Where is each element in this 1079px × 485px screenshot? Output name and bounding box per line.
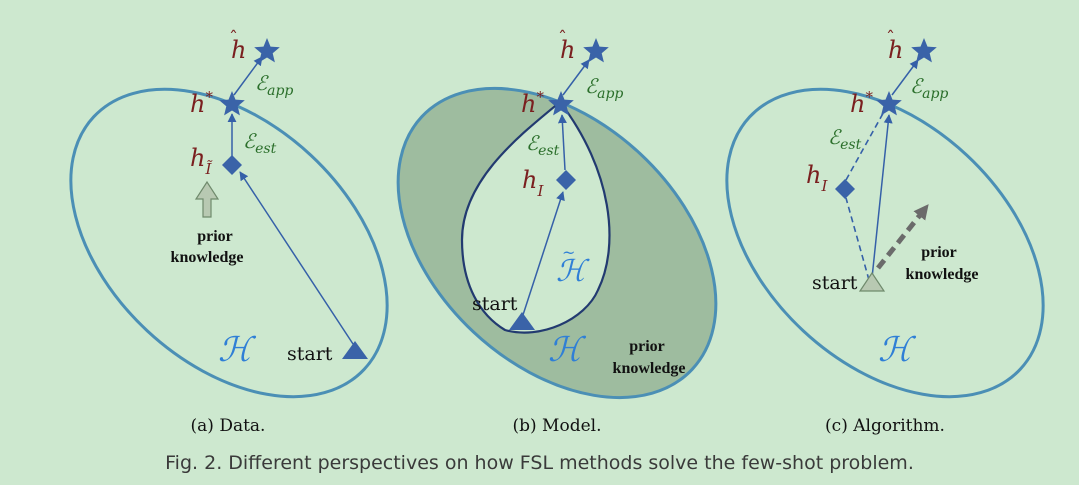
h-hat-label: h [560, 36, 575, 64]
star-icon [254, 38, 280, 63]
start-label: start [287, 343, 333, 365]
svg-text:ℰest: ℰest [243, 129, 277, 157]
svg-text:hI: hI [522, 166, 544, 200]
h-hat-label: h [888, 36, 903, 64]
triangle-icon [509, 312, 535, 330]
h-star-label: h [850, 90, 865, 118]
panel-c: h ˆ h* hI ℰapp ℰest prior knowledge star… [725, 28, 1045, 436]
panel-b: h ˆ h* hI ℰapp ℰest ℋ ~ ℋ start prior kn… [396, 28, 718, 436]
e-est-label: ℰ [526, 131, 540, 155]
start-label: start [812, 272, 858, 294]
figure-caption: Fig. 2. Different perspectives on how FS… [165, 452, 914, 474]
hypothesis-space-ellipse [69, 87, 389, 399]
svg-text:ˆ: ˆ [558, 28, 567, 49]
e-est-label: ℰ [243, 129, 257, 153]
hypothesis-space-label: ℋ [218, 330, 257, 370]
arrow-start-to-hstar [871, 114, 893, 279]
svg-text:ˆ: ˆ [886, 28, 895, 49]
h-star-label: h [521, 90, 536, 118]
panel-caption: (b) Model. [513, 416, 602, 436]
dashed-start-to-hI [845, 197, 870, 281]
svg-text:h*: h* [190, 88, 213, 118]
e-app-label: ℰ [585, 74, 599, 98]
hypothesis-space-label: ℋ [878, 330, 917, 370]
prior-label-line1: prior [921, 244, 957, 261]
triangle-icon-hollow [858, 271, 886, 292]
arrow-hstar-to-hhat [562, 59, 590, 96]
panel-a: h ˆ h* hĨ ℰapp ℰest prior knowledge ℋ st… [69, 28, 389, 436]
arrow-hI-to-hstar [557, 114, 567, 171]
arrow-start-to-hI [239, 171, 356, 348]
svg-text:h: h [888, 36, 903, 64]
svg-text:~: ~ [562, 243, 575, 262]
svg-text:hĨ: hĨ [190, 144, 212, 178]
svg-text:ˆ: ˆ [229, 28, 238, 49]
subspace-label: ℋ [556, 254, 590, 289]
prior-knowledge-arrow-icon [876, 204, 929, 270]
prior-knowledge-arrow-icon [194, 180, 220, 218]
diamond-icon [222, 155, 242, 175]
prior-label-line2: knowledge [613, 360, 686, 377]
start-label: start [472, 293, 518, 315]
star-icon [219, 91, 245, 116]
restricted-subspace-boundary [460, 100, 611, 334]
dashed-hI-to-hstar [845, 107, 887, 181]
svg-text:h*: h* [521, 88, 544, 118]
hypothesis-space-ellipse [725, 87, 1045, 399]
panel-caption: (c) Algorithm. [825, 416, 945, 436]
h-I-label: h [806, 161, 821, 189]
e-app-label: ℰ [910, 74, 924, 98]
prior-label-line2: knowledge [906, 266, 979, 283]
star-icon [583, 38, 609, 63]
svg-text:ℰapp: ℰapp [910, 74, 948, 102]
svg-text:h*: h* [850, 88, 873, 118]
svg-text:ℰest: ℰest [828, 125, 862, 153]
h-star-label: h [190, 90, 205, 118]
arrow-hstar-to-hhat [233, 56, 263, 96]
svg-text:hI: hI [806, 161, 828, 195]
panel-caption: (a) Data. [191, 416, 266, 436]
svg-text:ℰapp: ℰapp [255, 71, 293, 99]
e-app-label: ℰ [255, 71, 269, 95]
svg-text:h: h [560, 36, 575, 64]
e-est-label: ℰ [828, 125, 842, 149]
star-icon [548, 91, 574, 116]
star-icon [876, 91, 902, 116]
h-hat-label: h [231, 36, 246, 64]
diamond-icon [835, 179, 855, 199]
triangle-icon [342, 341, 368, 359]
arrow-start-to-hI [521, 191, 565, 319]
prior-label-line1: prior [197, 228, 233, 245]
svg-text:h: h [231, 36, 246, 64]
h-I-label: h [522, 166, 537, 194]
hypothesis-space-label: ℋ [548, 330, 587, 370]
h-I-label: h [190, 144, 205, 172]
svg-text:ℰest: ℰest [526, 131, 560, 159]
svg-text:ℰapp: ℰapp [585, 74, 623, 102]
prior-label-line1: prior [629, 338, 665, 355]
star-icon [911, 38, 937, 63]
arrow-hstar-to-hhat [891, 59, 919, 96]
diamond-icon [556, 170, 576, 190]
prior-label-line2: knowledge [171, 249, 244, 266]
